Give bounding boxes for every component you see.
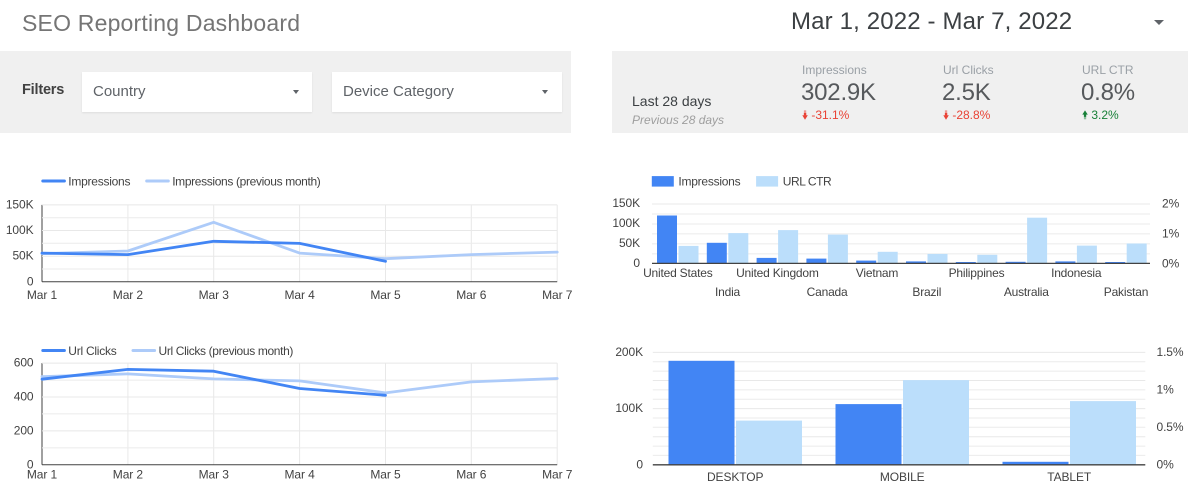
svg-text:Vietnam: Vietnam — [856, 266, 899, 280]
svg-text:Url Clicks (previous month): Url Clicks (previous month) — [159, 344, 294, 358]
svg-text:United Kingdom: United Kingdom — [736, 266, 819, 280]
svg-text:Mar 1: Mar 1 — [27, 467, 58, 481]
svg-text:Mar 7: Mar 7 — [542, 467, 573, 481]
svg-text:200K: 200K — [615, 345, 643, 359]
svg-text:Mar 3: Mar 3 — [199, 467, 230, 481]
svg-text:0: 0 — [633, 256, 640, 270]
svg-text:Philippines: Philippines — [949, 266, 1005, 280]
svg-text:0: 0 — [27, 457, 34, 471]
svg-text:Mar 7: Mar 7 — [542, 288, 573, 302]
svg-text:0.5%: 0.5% — [1157, 420, 1184, 434]
svg-text:100K: 100K — [615, 401, 643, 415]
svg-text:150K: 150K — [6, 197, 34, 211]
svg-text:100K: 100K — [612, 216, 640, 230]
svg-text:0: 0 — [27, 274, 34, 288]
svg-text:1%: 1% — [1157, 382, 1175, 396]
svg-text:Url Clicks: Url Clicks — [68, 344, 116, 358]
svg-text:India: India — [715, 285, 741, 299]
svg-text:Mar 5: Mar 5 — [370, 467, 401, 481]
svg-text:1.5%: 1.5% — [1157, 345, 1184, 359]
svg-text:Brazil: Brazil — [912, 285, 941, 299]
svg-text:Mar 2: Mar 2 — [113, 288, 144, 302]
svg-text:50K: 50K — [619, 236, 640, 250]
svg-text:MOBILE: MOBILE — [880, 470, 925, 484]
svg-text:Pakistan: Pakistan — [1104, 285, 1148, 299]
svg-text:50K: 50K — [12, 249, 33, 263]
svg-text:100K: 100K — [6, 223, 34, 237]
svg-text:Mar 5: Mar 5 — [370, 288, 401, 302]
svg-text:Mar 3: Mar 3 — [199, 288, 230, 302]
svg-text:Canada: Canada — [807, 285, 848, 299]
svg-text:400: 400 — [14, 390, 34, 404]
svg-text:Mar 6: Mar 6 — [456, 467, 487, 481]
svg-text:0: 0 — [636, 457, 643, 471]
svg-text:150K: 150K — [612, 196, 640, 210]
svg-text:Mar 4: Mar 4 — [285, 467, 316, 481]
svg-text:Impressions (previous month): Impressions (previous month) — [172, 175, 321, 189]
svg-text:Mar 1: Mar 1 — [27, 288, 58, 302]
svg-text:1%: 1% — [1162, 226, 1180, 240]
svg-text:Mar 4: Mar 4 — [285, 288, 316, 302]
svg-text:200: 200 — [14, 423, 34, 437]
svg-text:United States: United States — [643, 266, 713, 280]
svg-text:Mar 2: Mar 2 — [113, 467, 144, 481]
svg-text:Mar 6: Mar 6 — [456, 288, 487, 302]
svg-text:Impressions: Impressions — [678, 175, 740, 189]
svg-text:0%: 0% — [1157, 457, 1175, 471]
svg-text:Australia: Australia — [1004, 285, 1049, 299]
svg-text:600: 600 — [14, 356, 34, 370]
svg-text:Indonesia: Indonesia — [1051, 266, 1102, 280]
svg-text:TABLET: TABLET — [1047, 470, 1092, 484]
svg-text:2%: 2% — [1162, 197, 1180, 211]
svg-text:DESKTOP: DESKTOP — [707, 470, 764, 484]
svg-text:Impressions: Impressions — [68, 175, 130, 189]
svg-text:0%: 0% — [1162, 256, 1180, 270]
svg-text:URL CTR: URL CTR — [783, 175, 832, 189]
